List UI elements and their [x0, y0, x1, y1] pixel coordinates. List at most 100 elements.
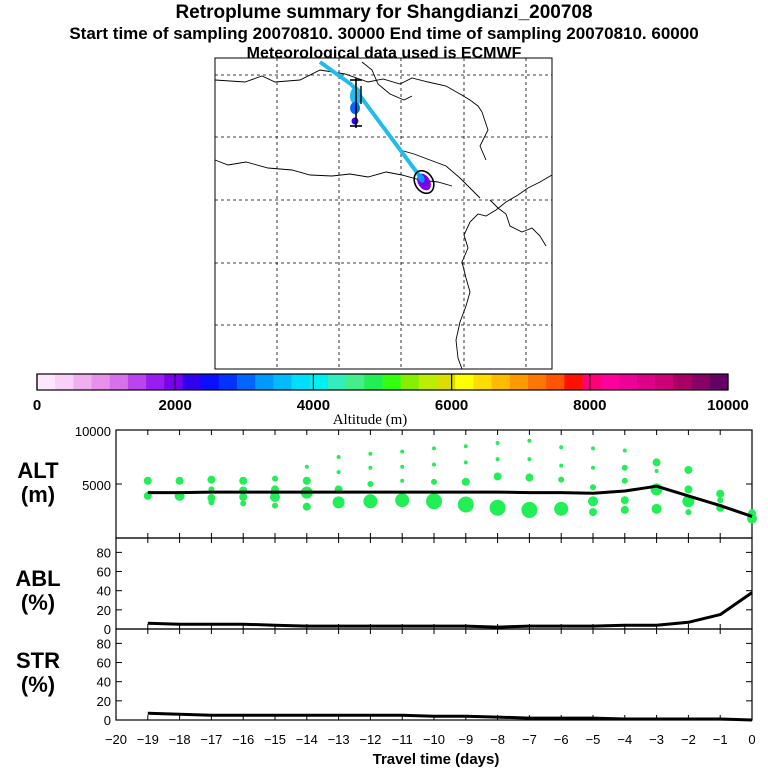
altitude-cluster-dot	[368, 451, 373, 456]
altitude-cluster-dot	[588, 496, 598, 507]
colorbar-cell	[237, 374, 256, 390]
altitude-cluster-dot	[559, 445, 564, 450]
altitude-cluster-dot	[400, 449, 405, 454]
colorbar-cell	[364, 374, 383, 390]
y-tick-label: 40	[97, 584, 111, 599]
altitude-cluster-dot	[240, 500, 247, 507]
x-axis-label: Travel time (days)	[373, 751, 500, 768]
x-tick-label: 0	[748, 732, 755, 747]
x-tick-label: −11	[392, 732, 413, 747]
colorbar-cell	[418, 374, 438, 390]
str-ylabel-line2: (%)	[21, 672, 55, 697]
x-tick-label: −7	[522, 732, 537, 747]
x-tick-label: −14	[296, 732, 318, 747]
x-tick-label: −16	[232, 732, 254, 747]
colorbar-cell	[91, 374, 111, 390]
altitude-cluster-dot	[368, 465, 373, 470]
colorbar-tick-label: 0	[33, 397, 41, 414]
altitude-cluster-dot	[208, 499, 215, 506]
altitude-cluster-dot	[620, 505, 629, 514]
altitude-cluster-dot	[684, 485, 693, 494]
colorbar-tick-label: 2000	[159, 397, 192, 414]
altitude-cluster-dot	[463, 444, 468, 449]
colorbar-cell	[400, 374, 420, 390]
x-tick-label: −1	[713, 732, 728, 747]
altitude-cluster-dot	[426, 493, 442, 510]
x-tick-label: −4	[617, 732, 632, 747]
altitude-cluster-dot	[207, 475, 216, 484]
colorbar-cell	[637, 374, 656, 390]
colorbar-cell	[709, 374, 729, 390]
str-ylabel-line1: STR	[16, 648, 60, 673]
altitude-cluster-dot	[717, 497, 724, 504]
x-tick-label: −8	[490, 732, 505, 747]
altitude-cluster-dot	[175, 476, 184, 485]
y-tick-label: 0	[104, 713, 111, 728]
colorbar-tick-label: 6000	[435, 397, 468, 414]
altitude-cluster-dot	[272, 475, 278, 482]
altitude-cluster-dot	[685, 509, 692, 516]
altitude-cluster-dot	[336, 455, 341, 459]
altitude-cluster-dot	[591, 446, 595, 451]
altitude-cluster-dot	[272, 502, 278, 509]
altitude-cluster-dot	[431, 478, 437, 485]
colorbar-cell	[73, 374, 92, 390]
altitude-cluster-dot	[432, 462, 436, 467]
y-tick-label: 20	[97, 694, 111, 709]
alt-ylabel-line2: (m)	[21, 482, 55, 507]
altitude-colorbar: 0 2000 4000 6000 8000 10000 Altitude (m)	[33, 373, 749, 428]
altitude-cluster-dot	[302, 502, 311, 511]
plume-blob	[350, 102, 360, 114]
x-tick-label: −6	[554, 732, 569, 747]
colorbar-cell	[255, 374, 274, 390]
x-tick-label: −13	[328, 732, 350, 747]
x-tick-label: −20	[105, 732, 127, 747]
x-tick-label: −9	[458, 732, 473, 747]
colorbar-cell	[473, 374, 493, 390]
altitude-cluster-dot	[621, 464, 628, 471]
colorbar-cell	[327, 374, 347, 390]
y-tick-label: 5000	[82, 478, 111, 493]
colorbar-tick-label: 4000	[297, 397, 330, 414]
altitude-cluster-dot	[207, 494, 216, 503]
colorbar-cell	[673, 374, 693, 390]
colorbar-cell	[291, 374, 311, 390]
altitude-cluster-dot	[332, 496, 345, 509]
x-tick-label: −10	[423, 732, 445, 747]
altitude-cluster-dot	[143, 476, 152, 485]
chart-title: Retroplume summary for Shangdianzi_20070…	[175, 2, 593, 23]
altitude-cluster-dot	[239, 492, 248, 501]
map-frame	[214, 57, 553, 370]
x-tick-label: −17	[200, 732, 222, 747]
altitude-cluster-dot	[432, 446, 436, 451]
altitude-cluster-dot	[489, 499, 506, 516]
altitude-cluster-dot	[461, 477, 470, 486]
altitude-cluster-dot	[591, 465, 595, 470]
altitude-cluster-dot	[684, 465, 693, 474]
altitude-cluster-dot	[302, 476, 311, 485]
colorbar-cell	[527, 374, 547, 390]
x-tick-label: −3	[649, 732, 664, 747]
colorbar-cell	[437, 374, 456, 390]
colorbar-cell	[109, 374, 129, 390]
altitude-panel: 5000 10000	[75, 424, 757, 539]
plume-track-lower	[350, 83, 426, 184]
colorbar-cell	[127, 374, 147, 390]
colorbar-cell	[37, 374, 56, 390]
alt-ylabel-line1: ALT	[17, 458, 59, 483]
x-tick-label: −18	[169, 732, 191, 747]
source-inner	[417, 173, 425, 183]
x-tick-label: −19	[137, 732, 159, 747]
colorbar-cell	[200, 374, 220, 390]
abl-line	[147, 591, 753, 629]
altitude-cluster-dot	[463, 460, 468, 465]
colorbar-cell	[582, 374, 602, 390]
colorbar-cell	[455, 374, 474, 390]
plume-point	[351, 117, 359, 125]
altitude-cluster-dot	[521, 501, 538, 518]
altitude-cluster-dot	[589, 508, 597, 517]
colorbar-cell	[273, 374, 292, 390]
altitude-cluster-dot	[559, 463, 564, 468]
altitude-cluster-dot	[367, 481, 374, 487]
